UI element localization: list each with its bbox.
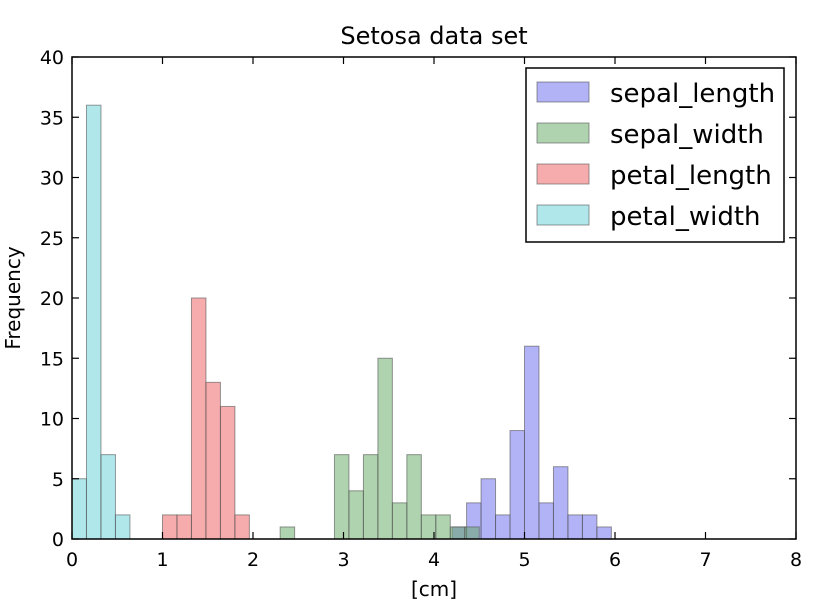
bar-petal_length-1 <box>176 514 192 540</box>
bar-sepal_width-5 <box>391 502 408 540</box>
legend-label-petal_length: petal_length <box>610 161 772 191</box>
x-axis-label: [cm] <box>411 577 457 600</box>
bar-sepal_length-7 <box>552 466 569 540</box>
legend-swatch-sepal_length <box>536 81 590 103</box>
bar-petal_width-0 <box>71 478 87 540</box>
y-tick-label: 15 <box>40 348 64 370</box>
bar-sepal_length-9 <box>581 514 598 540</box>
x-tick-label: 3 <box>337 549 349 571</box>
x-tick-label: 2 <box>247 549 259 571</box>
bar-sepal_length-2 <box>480 478 497 540</box>
bar-sepal_length-4 <box>509 430 525 540</box>
x-tick-label: 4 <box>428 549 440 571</box>
chart-title: Setosa data set <box>340 22 527 50</box>
bar-sepal_length-6 <box>538 502 554 540</box>
bar-sepal_length-5 <box>524 345 540 540</box>
bar-sepal_length-8 <box>567 514 583 540</box>
bar-sepal_length-10 <box>596 526 612 540</box>
bar-sepal_width-6 <box>406 454 422 540</box>
legend-label-sepal_width: sepal_width <box>610 120 764 150</box>
bar-petal_width-1 <box>85 104 102 540</box>
y-tick-label: 35 <box>40 107 64 129</box>
legend-swatch-sepal_width <box>536 122 590 144</box>
y-tick-label: 25 <box>40 228 64 250</box>
bar-sepal_width-8 <box>435 514 451 540</box>
bar-sepal_width-4 <box>377 357 393 540</box>
bar-petal_length-0 <box>162 514 178 540</box>
bar-sepal_length-3 <box>495 514 511 540</box>
x-tick-label: 6 <box>609 549 621 571</box>
bars-layer <box>71 104 612 540</box>
y-tick-label: 5 <box>52 469 64 491</box>
bar-petal_width-3 <box>114 514 131 540</box>
ticks-layer: 0 1 2 3 4 5 6 7 8 0 5 10 15 20 25 30 35 40 <box>40 47 802 571</box>
x-tick-label: 5 <box>518 549 530 571</box>
x-tick-label: 1 <box>156 549 168 571</box>
bar-sepal_width-10 <box>464 526 480 540</box>
bar-petal_length-3 <box>205 381 221 540</box>
y-tick-label: 0 <box>52 529 64 551</box>
y-tick-label: 40 <box>40 47 64 69</box>
y-tick-label: 30 <box>40 168 64 190</box>
legend: sepal_length sepal_width petal_lengthpetal… <box>525 67 785 243</box>
y-tick-label: 20 <box>40 288 64 310</box>
bar-petal_width-2 <box>100 454 116 540</box>
bar-petal_length-5 <box>234 514 250 540</box>
bar-sepal_width-0 <box>279 526 296 540</box>
y-axis-label: Frequency <box>1 246 25 349</box>
x-tick-label: 8 <box>790 549 802 571</box>
y-tick-label: 10 <box>40 409 64 431</box>
bar-sepal_width-3 <box>362 454 379 540</box>
bar-sepal_width-9 <box>449 526 466 540</box>
bar-sepal_width-1 <box>333 454 350 540</box>
legend-label-petal_width: petal_width <box>610 202 761 232</box>
x-tick-label: 0 <box>66 549 78 571</box>
x-tick-label: 7 <box>699 549 711 571</box>
legend-swatch-petal_length <box>536 163 590 185</box>
bar-petal_length-2 <box>190 297 207 540</box>
bar-petal_length-4 <box>219 405 236 540</box>
legend-label-sepal_length: sepal_length <box>610 79 775 109</box>
legend-swatch-petal_width <box>536 204 590 226</box>
bar-sepal_width-2 <box>348 490 364 540</box>
